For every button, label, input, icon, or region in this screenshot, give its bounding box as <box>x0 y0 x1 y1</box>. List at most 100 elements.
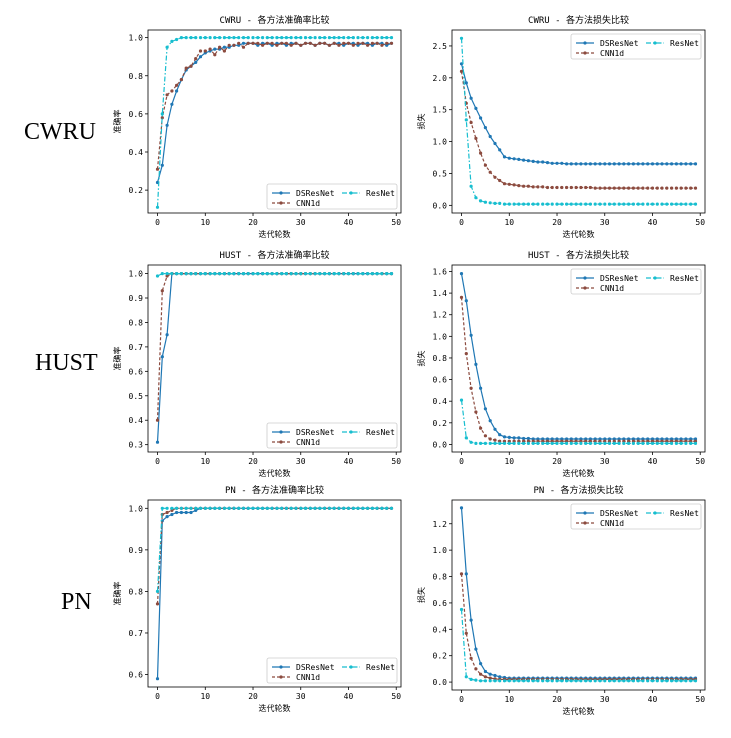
data-point-dsresnet <box>555 161 559 165</box>
data-point-cnn1d <box>165 510 169 515</box>
data-point-resnet <box>469 677 473 682</box>
y-tick-label: 0.6 <box>129 671 144 680</box>
x-tick-label: 40 <box>648 457 658 466</box>
data-point-resnet <box>631 202 636 206</box>
data-point-resnet <box>579 202 583 206</box>
data-point-dsresnet <box>565 162 569 166</box>
data-point-dsresnet <box>603 437 607 441</box>
data-point-resnet <box>641 441 645 445</box>
data-point-dsresnet <box>469 618 473 622</box>
data-point-resnet <box>689 441 693 445</box>
chart-1: CWRU - 各方法准确率比较 0 10 20 30 40 50 0.2 0.4 0.6 0.8 1.… <box>112 14 402 239</box>
data-point-cnn1d <box>550 439 554 443</box>
data-point-dsresnet <box>155 440 160 444</box>
data-point-resnet <box>493 201 497 205</box>
data-point-resnet <box>488 679 492 683</box>
data-point-resnet <box>270 36 274 40</box>
legend-label-dsresnet: DSResNet <box>296 428 335 437</box>
series-line-cnn1d <box>156 507 392 604</box>
data-point-resnet <box>560 679 564 683</box>
data-point-resnet <box>289 272 293 276</box>
data-point-cnn1d <box>208 47 212 51</box>
data-point-resnet <box>584 441 588 445</box>
y-tick-label: 1.6 <box>433 267 448 276</box>
data-point-resnet <box>650 202 655 206</box>
data-point-resnet <box>684 441 688 445</box>
data-point-cnn1d <box>641 186 645 190</box>
data-point-cnn1d <box>598 186 602 190</box>
data-point-cnn1d <box>488 437 492 441</box>
data-point-cnn1d <box>612 439 616 443</box>
y-axis-label: 准确率 <box>112 347 122 371</box>
data-point-dsresnet <box>502 155 507 159</box>
y-tick-label: 0.3 <box>129 441 144 450</box>
data-point-resnet <box>342 272 346 276</box>
data-point-cnn1d <box>175 83 179 87</box>
legend-marker-dsresnet <box>583 511 587 515</box>
legend-marker-dsresnet <box>279 191 283 195</box>
data-point-resnet <box>679 202 683 206</box>
x-tick-label: 30 <box>296 218 306 227</box>
data-point-cnn1d <box>674 439 679 443</box>
legend-label-cnn1d: CNN1d <box>600 284 624 293</box>
data-point-resnet <box>189 506 193 510</box>
data-point-cnn1d <box>502 182 507 186</box>
data-point-cnn1d <box>622 439 626 443</box>
legend-marker-resnet <box>349 191 353 195</box>
y-tick-label: 0.8 <box>433 354 448 363</box>
data-point-cnn1d <box>474 410 478 414</box>
data-point-cnn1d <box>483 163 487 167</box>
data-point-dsresnet <box>526 159 531 163</box>
data-point-cnn1d <box>593 186 597 190</box>
data-point-cnn1d <box>303 41 308 45</box>
data-point-resnet <box>370 36 374 40</box>
data-point-cnn1d <box>655 439 659 443</box>
data-point-resnet <box>203 36 207 40</box>
data-point-resnet <box>603 679 607 683</box>
x-axis-label: 迭代轮数 <box>563 468 595 478</box>
data-point-cnn1d <box>569 185 573 190</box>
data-point-dsresnet <box>488 672 492 676</box>
data-point-cnn1d <box>366 43 370 47</box>
y-tick-label: 0.4 <box>129 148 144 157</box>
data-point-cnn1d <box>627 186 631 190</box>
data-point-dsresnet <box>631 162 636 166</box>
data-point-dsresnet <box>160 163 164 167</box>
y-tick-label: 0.4 <box>129 416 144 425</box>
x-tick-label: 30 <box>600 457 610 466</box>
data-point-resnet <box>289 36 293 40</box>
data-point-cnn1d <box>522 184 526 188</box>
data-point-resnet <box>323 36 327 40</box>
data-point-resnet <box>194 272 198 276</box>
data-point-resnet <box>294 506 298 510</box>
data-point-dsresnet <box>660 437 664 441</box>
data-point-resnet <box>308 272 312 276</box>
data-point-resnet <box>385 36 389 40</box>
data-point-resnet <box>303 36 308 40</box>
data-point-dsresnet <box>189 510 193 515</box>
data-point-resnet <box>579 679 583 683</box>
data-point-dsresnet <box>498 433 502 437</box>
data-point-resnet <box>237 272 241 276</box>
x-tick-label: 0 <box>155 457 160 466</box>
data-point-cnn1d <box>689 439 693 443</box>
data-point-resnet <box>170 506 174 510</box>
data-point-resnet <box>313 36 317 40</box>
data-point-cnn1d <box>256 41 260 45</box>
data-point-resnet <box>280 36 284 40</box>
y-tick-label: 0.0 <box>433 678 448 687</box>
data-point-cnn1d <box>165 93 169 97</box>
data-point-resnet <box>356 272 360 276</box>
data-point-resnet <box>488 441 492 445</box>
data-point-cnn1d <box>593 439 597 443</box>
data-point-resnet <box>170 272 174 276</box>
legend-label-resnet: ResNet <box>670 39 699 48</box>
data-point-cnn1d <box>189 64 193 68</box>
data-point-dsresnet <box>607 437 612 441</box>
plot-frame <box>147 499 402 688</box>
data-point-cnn1d <box>227 43 231 47</box>
data-point-dsresnet <box>198 55 203 59</box>
plot-frame <box>451 499 706 691</box>
data-point-resnet <box>327 36 331 40</box>
data-point-resnet <box>227 36 231 40</box>
